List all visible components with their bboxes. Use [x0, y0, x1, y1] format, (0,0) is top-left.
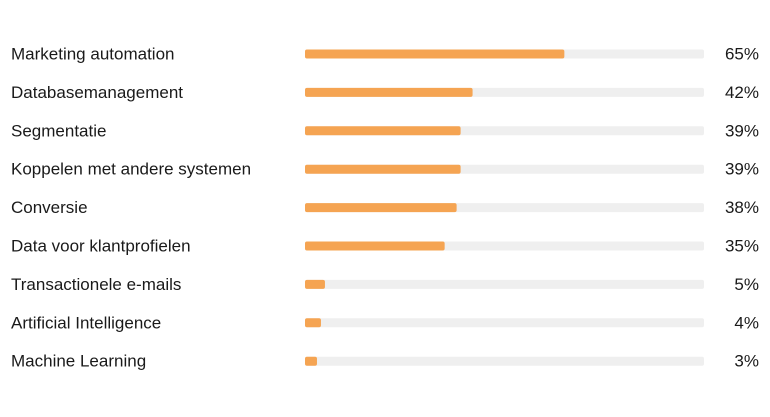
value-label: 38% [725, 198, 759, 217]
bar-row: Artificial Intelligence 4% [11, 313, 759, 332]
bar [305, 126, 461, 136]
bar-row: Segmentatie 39% [11, 121, 759, 140]
category-label: Marketing automation [11, 45, 174, 64]
value-label: 35% [725, 237, 759, 256]
value-label: 4% [734, 313, 759, 332]
bar-row: Databasemanagement 42% [11, 83, 759, 102]
bar-track [305, 318, 704, 328]
bar [305, 87, 473, 97]
category-label: Data voor klantprofielen [11, 237, 191, 256]
bar-row: Koppelen met andere systemen 39% [11, 160, 759, 179]
bar-track [305, 356, 704, 366]
value-label: 5% [734, 275, 759, 294]
value-label: 65% [725, 45, 759, 64]
category-label: Artificial Intelligence [11, 313, 161, 332]
bar [305, 49, 565, 59]
bar-row: Conversie 38% [11, 198, 759, 217]
bar [305, 356, 317, 366]
bar-row: Data voor klantprofielen 35% [11, 237, 759, 256]
bar-row: Marketing automation 65% [11, 45, 759, 64]
category-label: Databasemanagement [11, 83, 183, 102]
category-label: Koppelen met andere systemen [11, 160, 251, 179]
value-label: 3% [734, 352, 759, 371]
bar-track [305, 279, 704, 289]
bar [305, 241, 445, 251]
bar [305, 318, 321, 328]
value-label: 42% [725, 83, 759, 102]
bar-row: Transactionele e-mails 5% [11, 275, 759, 294]
category-label: Transactionele e-mails [11, 275, 181, 294]
bar [305, 164, 461, 174]
bar [305, 203, 457, 213]
value-label: 39% [725, 160, 759, 179]
category-label: Conversie [11, 198, 88, 217]
value-label: 39% [725, 121, 759, 140]
category-label: Machine Learning [11, 352, 146, 371]
category-label: Segmentatie [11, 121, 106, 140]
bar [305, 279, 325, 289]
bar-row: Machine Learning 3% [11, 352, 759, 371]
